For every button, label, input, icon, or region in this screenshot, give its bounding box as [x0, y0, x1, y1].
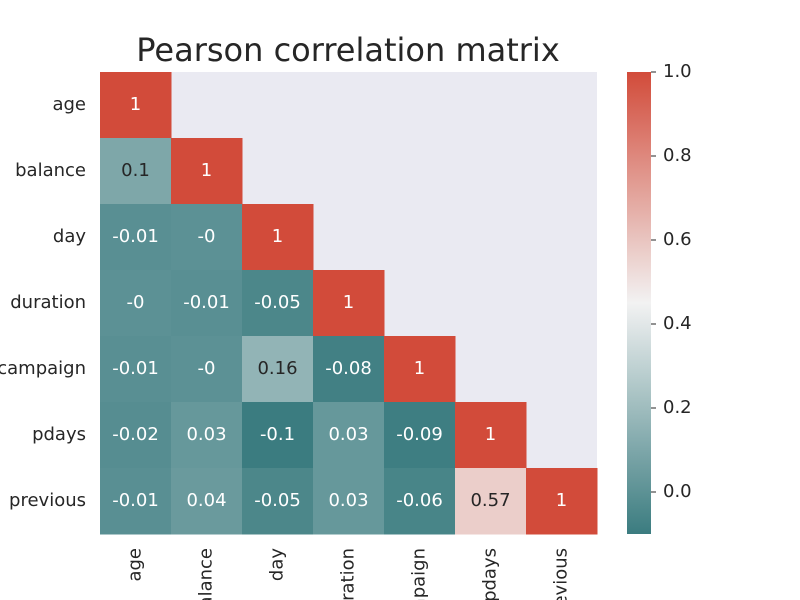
heatmap-cell — [242, 468, 314, 535]
x-tick-label: pdays — [480, 548, 501, 600]
cell-label: -0.01 — [183, 292, 230, 313]
cell-label: -0 — [198, 358, 216, 379]
cell-label: 0.03 — [328, 490, 368, 511]
y-tick-label: previous — [9, 490, 86, 511]
heatmap-cell — [313, 270, 385, 337]
cell-label: -0.09 — [396, 424, 443, 445]
cell-label: 0.03 — [328, 424, 368, 445]
y-tick-label: campaign — [0, 358, 86, 379]
cell-label: 1 — [201, 160, 212, 181]
heatmap-cell — [171, 270, 243, 337]
heatmap-cell — [242, 270, 314, 337]
cell-label: -0.01 — [112, 490, 159, 511]
colorbar-tick-label: 0.6 — [663, 229, 692, 250]
chart-title: Pearson correlation matrix — [136, 31, 560, 69]
cell-label: -0.01 — [112, 226, 159, 247]
heatmap-cell — [313, 336, 385, 403]
heatmap-cell — [171, 138, 243, 205]
colorbar — [627, 72, 651, 534]
y-tick-label: balance — [15, 160, 86, 181]
cell-label: -0.01 — [112, 358, 159, 379]
heatmap-cell — [100, 204, 172, 271]
colorbar-tick-label: 0.4 — [663, 313, 692, 334]
y-tick-label: pdays — [32, 424, 86, 445]
cell-label: -0.05 — [254, 292, 301, 313]
heatmap-cell — [100, 336, 172, 403]
y-tick-label: day — [53, 226, 86, 247]
cell-label: 0.04 — [186, 490, 226, 511]
heatmap-cell — [313, 402, 385, 469]
heatmap-cell — [384, 402, 456, 469]
heatmap-cell — [384, 468, 456, 535]
heatmap-cell — [171, 336, 243, 403]
cell-label: 1 — [130, 94, 141, 115]
cell-label: 0.16 — [257, 358, 297, 379]
cell-label: -0.1 — [260, 424, 295, 445]
cell-label: -0.05 — [254, 490, 301, 511]
colorbar-tick-label: 1.0 — [663, 61, 692, 82]
heatmap-cell — [526, 468, 598, 535]
cell-label: 1 — [272, 226, 283, 247]
x-tick-label: duration — [338, 548, 359, 600]
cell-label: 1 — [485, 424, 496, 445]
heatmap-cell — [242, 336, 314, 403]
heatmap-cell — [242, 402, 314, 469]
y-tick-label: age — [52, 94, 86, 115]
heatmap-cell — [100, 402, 172, 469]
heatmap-cell — [100, 72, 172, 139]
cell-label: 0.57 — [470, 490, 510, 511]
cell-label: -0.08 — [325, 358, 372, 379]
heatmap-cell — [171, 468, 243, 535]
cell-label: -0.02 — [112, 424, 159, 445]
colorbar-tick-label: 0.2 — [663, 397, 692, 418]
heatmap-cell — [384, 336, 456, 403]
cell-label: 1 — [556, 490, 567, 511]
cell-label: -0 — [127, 292, 145, 313]
x-tick-label: day — [267, 548, 288, 581]
heatmap-cell — [171, 402, 243, 469]
heatmap-cell — [171, 204, 243, 271]
heatmap-cell — [100, 138, 172, 205]
x-tick-label: balance — [196, 548, 217, 600]
cell-label: 0.1 — [121, 160, 150, 181]
heatmap-cell — [100, 270, 172, 337]
x-tick-label: age — [125, 548, 146, 582]
x-tick-label: campaign — [409, 548, 430, 600]
cell-label: 1 — [343, 292, 354, 313]
y-tick-label: duration — [10, 292, 86, 313]
colorbar-tick-label: 0.0 — [663, 481, 692, 502]
cell-label: -0.06 — [396, 490, 443, 511]
heatmap-cell — [455, 402, 527, 469]
heatmap-cell — [242, 204, 314, 271]
cell-label: -0 — [198, 226, 216, 247]
heatmap-cell — [100, 468, 172, 535]
heatmap-cell — [313, 468, 385, 535]
x-tick-label: previous — [551, 548, 572, 600]
colorbar-tick-label: 0.8 — [663, 145, 692, 166]
heatmap-cell — [455, 468, 527, 535]
cell-label: 1 — [414, 358, 425, 379]
cell-label: 0.03 — [186, 424, 226, 445]
